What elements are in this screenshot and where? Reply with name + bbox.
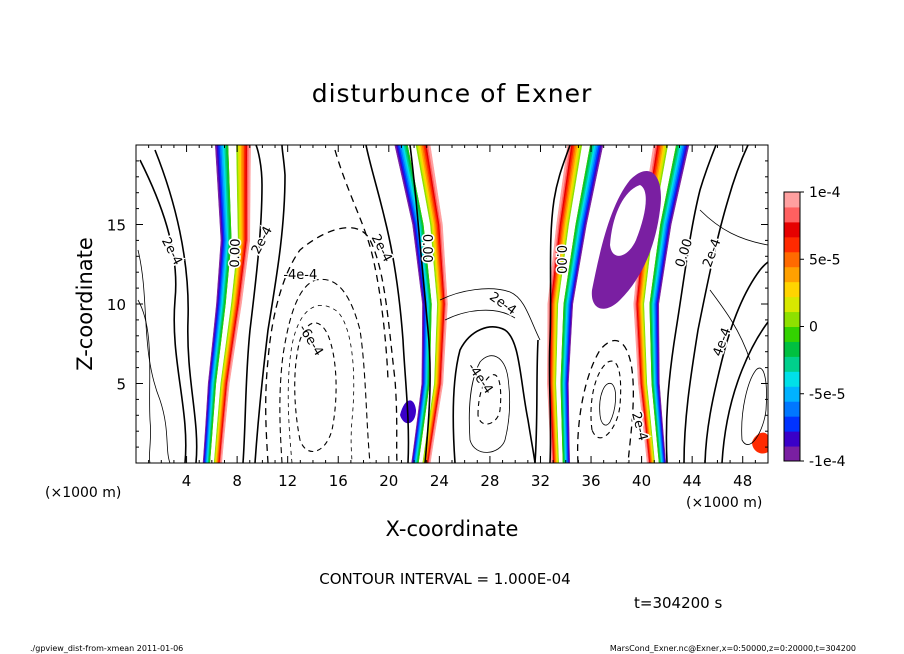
color-band-level — [428, 145, 448, 463]
contour-line — [704, 261, 768, 463]
x-unit-right: (×1000 m) — [686, 495, 762, 511]
colorbar-swatch — [784, 192, 800, 208]
colorbar-swatch — [784, 281, 800, 298]
color-band-level — [547, 145, 570, 463]
contour-line — [468, 355, 511, 453]
colorbar-swatch — [784, 446, 800, 462]
contour-line — [548, 145, 571, 463]
colorbar-swatch — [784, 296, 800, 313]
contour-line — [139, 159, 187, 463]
contour-line — [590, 360, 622, 439]
x-tick-label: 8 — [232, 472, 242, 490]
color-patches — [400, 171, 768, 454]
colorbar-label: 0 — [809, 320, 818, 336]
color-fill-layer — [202, 145, 768, 463]
x-axis-label: X-coordinate — [386, 517, 519, 541]
colorbar-swatch — [784, 311, 800, 327]
time-label: t=304200 s — [634, 594, 722, 612]
contour-line — [279, 278, 371, 463]
contour-line — [741, 367, 767, 445]
colorbar-swatch — [784, 341, 800, 357]
colorbar-swatch — [784, 386, 800, 402]
colorbar-swatch — [784, 236, 800, 253]
contour-label: 0.00 — [228, 238, 244, 267]
contour-line — [334, 149, 389, 381]
colorbar-swatch — [784, 371, 800, 387]
contour-line — [154, 149, 198, 463]
contour-interval: CONTOUR INTERVAL = 1.000E-04 — [319, 570, 570, 588]
x-tick-label: 28 — [480, 472, 499, 490]
colorbar-swatch — [784, 416, 800, 432]
x-tick-label: 4 — [182, 472, 192, 490]
color-band-level — [560, 145, 591, 463]
color-band-level — [209, 145, 232, 463]
color-band-level — [220, 145, 251, 463]
y-axis-label: Z-coordinate — [73, 237, 97, 371]
contour-line — [409, 145, 431, 463]
contour-line — [444, 309, 516, 321]
x-tick-label: 48 — [733, 472, 752, 490]
y-tick-label: 15 — [107, 217, 126, 235]
footer-right: MarsCond_Exner.nc@Exner,x=0:50000,z=0:20… — [610, 644, 856, 653]
contour-line — [477, 374, 502, 425]
colorbar-swatch — [784, 431, 800, 447]
contour-line — [265, 227, 398, 463]
footer-left: ./gpview_dist-from-xmean 2011-01-06 — [30, 644, 183, 653]
contour-line — [599, 382, 616, 426]
y-tick-label: 10 — [107, 296, 126, 314]
x-tick-label: 24 — [430, 472, 449, 490]
contour-line — [137, 249, 171, 463]
color-band-level — [649, 145, 677, 463]
colorbar-label: -5e-5 — [809, 387, 846, 403]
contour-line — [254, 145, 286, 463]
contour-label: 0.00 — [553, 245, 568, 274]
x-tick-label: 32 — [531, 472, 550, 490]
x-tick-label: 36 — [581, 472, 600, 490]
colorbar-swatch — [784, 326, 800, 342]
colorbar-label: 5e-5 — [809, 252, 840, 268]
contour-line — [709, 289, 751, 361]
contour-line — [721, 321, 768, 463]
color-band-2 — [394, 145, 448, 463]
contour-line — [699, 209, 768, 246]
colorbar-label: 1e-4 — [809, 185, 841, 201]
contour-line — [365, 145, 410, 463]
x-tick-label: 40 — [632, 472, 651, 490]
colorbar: 1e-4 5e-5 0 -5e-5 -1e-4 — [783, 185, 846, 470]
colorbar-swatch — [784, 206, 800, 223]
contour-line — [439, 288, 541, 341]
contour-line — [452, 326, 536, 463]
contour-line-layer — [137, 145, 768, 463]
x-tick-label: 44 — [683, 472, 702, 490]
contour-line — [577, 339, 634, 463]
chart-title: disturbunce of Exner — [312, 79, 593, 108]
x-tick-label: 12 — [278, 472, 297, 490]
contour-line — [294, 322, 337, 453]
contour-label: 0.00 — [419, 234, 434, 263]
y-tick-label: 5 — [116, 376, 126, 394]
color-band-1 — [202, 145, 251, 463]
colorbar-swatch — [784, 401, 800, 417]
colorbar-swatch — [784, 266, 800, 283]
x-axis: 4 8 12 16 20 24 28 32 36 40 44 48 — [148, 145, 756, 490]
x-tick-label: 20 — [379, 472, 398, 490]
colorbar-swatch — [784, 251, 800, 268]
y-axis: 5 10 15 — [107, 160, 768, 448]
colorbar-swatch — [784, 221, 800, 238]
color-patch — [610, 185, 646, 256]
colorbar-swatch — [784, 356, 800, 372]
colorbar-label: -1e-4 — [809, 454, 846, 470]
contour-label: -4e-4 — [283, 268, 317, 283]
color-band-level — [633, 145, 656, 463]
x-unit-left: (×1000 m) — [45, 485, 121, 501]
contour-line — [242, 145, 263, 463]
contour-line — [137, 299, 151, 463]
contour-line — [683, 145, 749, 463]
contour-line — [665, 145, 717, 463]
contour-line — [534, 339, 539, 463]
x-tick-label: 16 — [329, 472, 348, 490]
